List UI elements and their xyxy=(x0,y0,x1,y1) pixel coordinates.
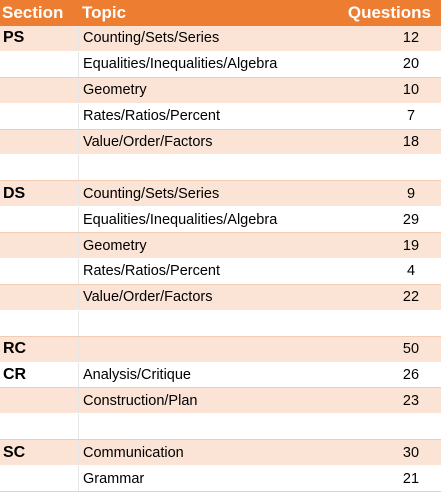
questions-cell[interactable]: 22 xyxy=(402,289,420,306)
topic-cell[interactable]: Grammar xyxy=(78,466,331,492)
questions-cell[interactable]: 30 xyxy=(402,444,420,461)
table-row xyxy=(0,310,441,337)
table-row: Rates/Ratios/Percent 4 xyxy=(0,259,441,285)
table-row: Equalities/Inequalities/Algebra 20 xyxy=(0,51,441,78)
section-cell[interactable]: PS xyxy=(3,29,25,47)
questions-cell[interactable] xyxy=(331,155,441,180)
table-row: PS Counting/Sets/Series 12 xyxy=(0,26,441,52)
questions-cell[interactable]: 29 xyxy=(402,211,420,228)
table-row: Equalities/Inequalities/Algebra 29 xyxy=(0,207,441,234)
topic-cell[interactable]: Value/Order/Factors xyxy=(78,284,331,310)
topic-cell[interactable]: Equalities/Inequalities/Algebra xyxy=(78,207,331,233)
topic-cell[interactable]: Rates/Ratios/Percent xyxy=(78,259,331,284)
topic-cell[interactable] xyxy=(78,310,331,336)
table-row: SC Communication 30 xyxy=(0,440,441,467)
topic-cell[interactable]: Equalities/Inequalities/Algebra xyxy=(78,51,331,77)
topic-cell[interactable]: Counting/Sets/Series xyxy=(78,26,331,51)
questions-cell[interactable]: 26 xyxy=(402,367,420,384)
table-row: RC 50 xyxy=(0,336,441,363)
table-row: Construction/Plan 23 xyxy=(0,388,441,415)
table-row: Geometry 19 xyxy=(0,233,441,260)
table-row: CR Analysis/Critique 26 xyxy=(0,362,441,389)
questions-cell[interactable] xyxy=(331,311,441,336)
topic-cell[interactable]: Geometry xyxy=(78,77,331,103)
topic-cell[interactable]: Construction/Plan xyxy=(78,388,331,414)
header-section[interactable]: Section xyxy=(2,3,64,22)
topic-cell[interactable]: Communication xyxy=(78,440,331,466)
topic-cell[interactable]: Geometry xyxy=(78,233,331,259)
topic-cell[interactable]: Rates/Ratios/Percent xyxy=(78,103,331,129)
questions-cell[interactable]: 23 xyxy=(402,392,420,409)
topic-cell[interactable] xyxy=(78,336,331,362)
section-cell[interactable]: CR xyxy=(3,366,27,384)
table-row: Rates/Ratios/Percent 7 xyxy=(0,103,441,130)
table-row: Geometry 10 xyxy=(0,77,441,104)
topic-cell[interactable] xyxy=(78,414,331,440)
questions-cell[interactable]: 20 xyxy=(402,56,420,73)
section-cell[interactable]: DS xyxy=(3,184,26,202)
topic-cell[interactable]: Analysis/Critique xyxy=(78,362,331,388)
section-cell[interactable]: SC xyxy=(3,443,26,461)
table-row xyxy=(0,155,441,182)
questions-cell[interactable]: 18 xyxy=(402,134,420,150)
questions-cell[interactable]: 4 xyxy=(406,263,416,280)
topic-cell[interactable]: Value/Order/Factors xyxy=(78,129,331,155)
topic-cell[interactable]: Counting/Sets/Series xyxy=(78,181,331,207)
header-row: Section Topic Questions xyxy=(0,0,441,26)
table-row: DS Counting/Sets/Series 9 xyxy=(0,181,441,208)
table-row: Value/Order/Factors 22 xyxy=(0,284,441,311)
table-row xyxy=(0,414,441,441)
header-topic[interactable]: Topic xyxy=(82,3,127,22)
table-row: Value/Order/Factors 18 xyxy=(0,129,441,156)
questions-cell[interactable]: 12 xyxy=(402,30,420,47)
questions-cell[interactable]: 7 xyxy=(406,108,416,125)
table-row: Grammar 21 xyxy=(0,466,441,493)
questions-cell[interactable]: 9 xyxy=(406,185,416,202)
questions-cell[interactable]: 10 xyxy=(402,82,420,99)
questions-cell[interactable]: 21 xyxy=(402,470,420,487)
section-cell[interactable]: RC xyxy=(3,340,27,358)
questions-cell[interactable]: 50 xyxy=(402,341,420,358)
questions-cell[interactable] xyxy=(331,414,441,439)
header-questions[interactable]: Questions xyxy=(347,3,431,22)
topic-cell[interactable] xyxy=(78,155,331,181)
table-body: PS Counting/Sets/Series 12 Equalities/Inequ… xyxy=(0,26,441,493)
questions-cell[interactable]: 19 xyxy=(402,237,420,254)
